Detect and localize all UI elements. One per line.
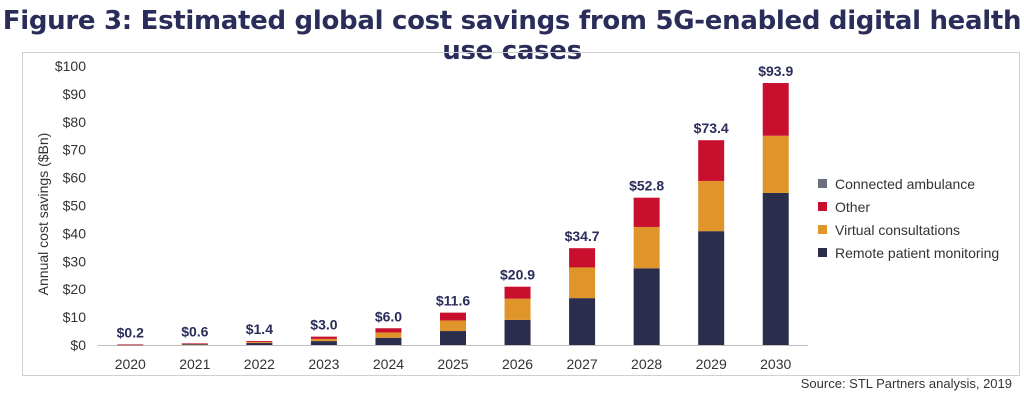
y-axis-label: Annual cost savings ($Bn) (35, 133, 51, 296)
legend-label: Connected ambulance (835, 175, 976, 192)
bar-total-label: $34.7 (565, 228, 600, 244)
bar-total-label: $11.6 (436, 293, 470, 309)
bar-total-label: $52.8 (629, 178, 664, 194)
bar-total-label: $6.0 (375, 308, 402, 324)
bar-total-label: $0.2 (117, 324, 144, 340)
bar-total-label: $1.4 (246, 321, 273, 337)
x-tick-label: 2028 (631, 356, 662, 372)
bar-segment-remote-patient-monitoring (375, 337, 402, 345)
x-tick-label: 2026 (502, 356, 533, 372)
legend-swatch-virtual-consultations (818, 225, 827, 234)
y-tick-label: $0 (70, 337, 86, 353)
chart-title: Figure 3: Estimated global cost savings … (2, 6, 1022, 66)
bar-segment-other (181, 343, 208, 344)
y-tick-label: $30 (63, 253, 87, 269)
bar-total-label: $73.4 (694, 120, 729, 136)
legend-swatch-connected-ambulance (818, 179, 827, 188)
bar-segment-virtual-consultations (375, 332, 402, 338)
legend-item-connected-ambulance: Connected ambulance (818, 172, 999, 195)
bar-segment-other (375, 328, 402, 333)
x-tick-label: 2023 (308, 356, 339, 372)
y-tick-label: $50 (63, 198, 87, 214)
legend-swatch-remote-patient-monitoring (818, 248, 827, 257)
legend-item-virtual-consultations: Virtual consultations (818, 218, 999, 241)
bar-segment-other (117, 344, 144, 346)
x-tick-label: 2024 (373, 356, 404, 372)
y-tick-label: $70 (63, 142, 87, 158)
bar-segment-remote-patient-monitoring (698, 231, 725, 345)
bar-segment-other (440, 312, 466, 321)
x-tick-label: 2021 (179, 356, 210, 372)
legend-label: Remote patient monitoring (835, 244, 1000, 261)
bar-total-label: $3.0 (310, 317, 337, 333)
bar-total-label: $0.6 (181, 323, 208, 339)
bar-segment-other (310, 336, 337, 339)
legend-item-remote-patient-monitoring: Remote patient monitoring (818, 241, 999, 264)
x-tick-label: 2022 (244, 356, 275, 372)
bar-segment-other (633, 197, 660, 227)
bar-total-label: $93.9 (758, 63, 793, 79)
legend-item-other: Other (818, 195, 999, 218)
bar-segment-other (569, 248, 596, 268)
chart-legend: Connected ambulance Other Virtual consul… (818, 172, 999, 264)
bar-segment-virtual-consultations (181, 343, 208, 345)
legend-label: Other (835, 198, 871, 215)
y-tick-label: $60 (63, 170, 87, 186)
bar-segment-remote-patient-monitoring (762, 192, 789, 345)
x-tick-label: 2029 (696, 356, 727, 372)
x-tick-label: 2025 (437, 356, 468, 372)
bar-segment-virtual-consultations (569, 267, 596, 299)
legend-label: Virtual consultations (835, 221, 961, 238)
bar-segment-other (762, 83, 789, 136)
bar-segment-virtual-consultations (698, 180, 725, 232)
bar-segment-remote-patient-monitoring (440, 331, 466, 345)
source-note: Source: STL Partners analysis, 2019 (800, 376, 1012, 391)
bar-segment-virtual-consultations (504, 298, 531, 320)
bar-segment-virtual-consultations (762, 135, 789, 193)
bar-segment-remote-patient-monitoring (181, 344, 208, 345)
x-tick-label: 2020 (115, 356, 146, 372)
bar-segment-virtual-consultations (440, 320, 466, 332)
bar-total-label: $20.9 (500, 267, 535, 283)
bar-segment-other (698, 140, 725, 181)
y-tick-label: $80 (63, 114, 87, 130)
y-tick-label: $40 (63, 225, 87, 241)
x-tick-label: 2030 (760, 356, 791, 372)
legend-swatch-other (818, 202, 827, 211)
bar-segment-other (246, 341, 273, 343)
bar-segment-remote-patient-monitoring (569, 298, 596, 345)
x-tick-label: 2027 (567, 356, 598, 372)
bar-segment-virtual-consultations (246, 342, 273, 344)
y-tick-label: $90 (63, 86, 87, 102)
y-tick-label: $10 (63, 309, 87, 325)
bar-segment-virtual-consultations (633, 226, 660, 269)
bar-segment-virtual-consultations (310, 338, 337, 342)
bar-segment-other (504, 286, 531, 299)
chart-frame (22, 52, 1020, 376)
bar-segment-remote-patient-monitoring (310, 341, 337, 345)
bar-segment-remote-patient-monitoring (633, 268, 660, 345)
bar-segment-remote-patient-monitoring (504, 319, 531, 345)
bar-segment-remote-patient-monitoring (246, 343, 273, 345)
y-tick-label: $20 (63, 281, 87, 297)
y-tick-label: $100 (55, 58, 86, 74)
